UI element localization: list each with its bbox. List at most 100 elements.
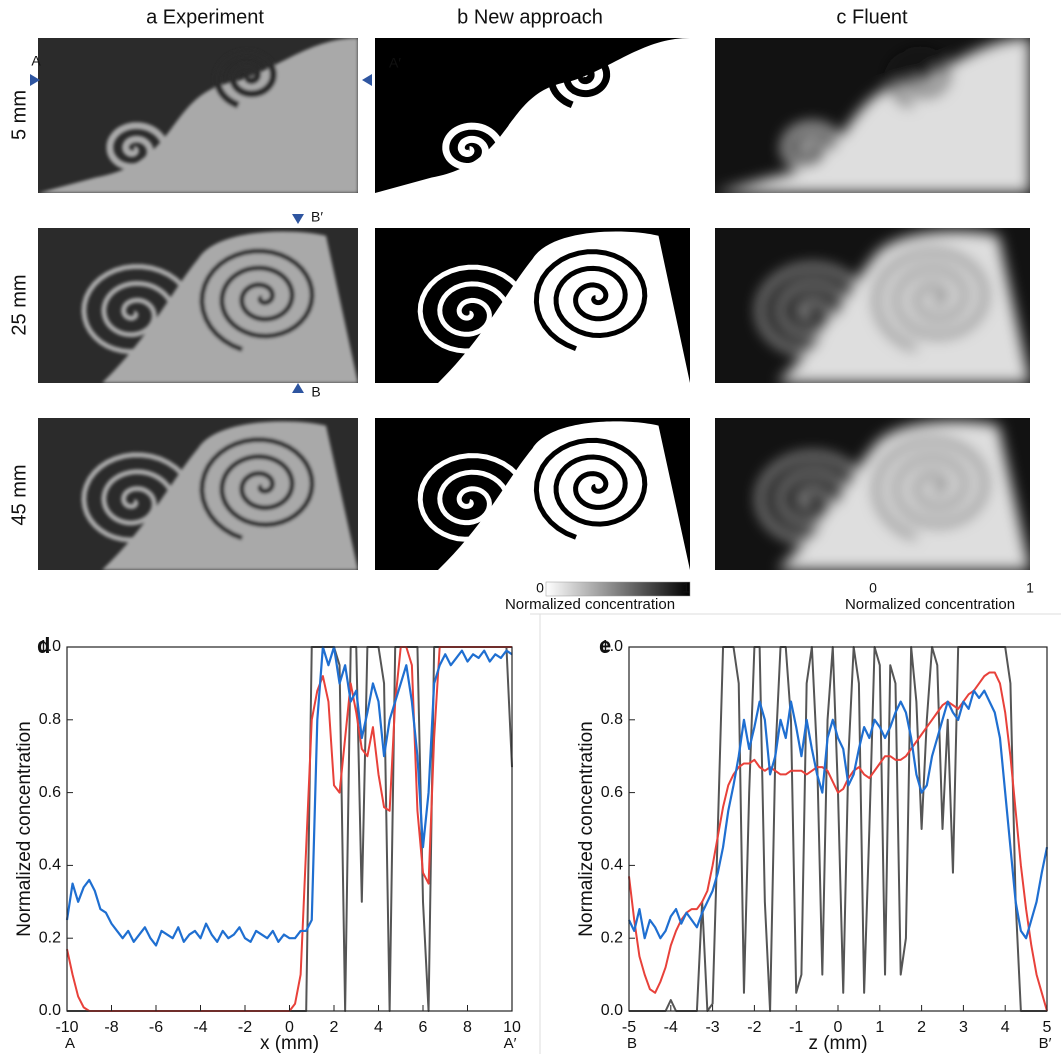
image-panel — [38, 418, 358, 570]
light-region — [778, 231, 1030, 383]
image-panel — [375, 418, 690, 570]
image-panel — [38, 228, 358, 383]
y-tick-label: 0.8 — [601, 711, 623, 728]
x-tick-label: 2 — [330, 1019, 339, 1036]
x-tick-label: -2 — [238, 1019, 252, 1036]
data-line — [628, 689, 1049, 940]
start-label: B — [627, 1035, 637, 1052]
data-line — [66, 646, 512, 1012]
vortex — [417, 453, 532, 555]
y-tick-label: 0.0 — [601, 1002, 623, 1019]
light-region — [778, 421, 1030, 570]
x-tick-label: 3 — [959, 1019, 968, 1036]
row-label: 25 mm — [8, 274, 30, 335]
panel-letter: e — [599, 633, 611, 658]
colorbar-max: 1 — [682, 580, 690, 596]
row-label: 5 mm — [8, 90, 30, 140]
y-tick-label: 1.0 — [39, 638, 61, 655]
y-tick-label: 1.0 — [601, 638, 623, 655]
data-line — [629, 646, 1047, 1012]
y-tick-label: 0.4 — [601, 857, 623, 874]
section-marker — [292, 383, 304, 393]
x-tick-label: -10 — [55, 1019, 78, 1036]
vortex — [81, 452, 197, 556]
data-line — [65, 645, 513, 947]
image-panel — [375, 38, 690, 193]
vortex — [442, 122, 505, 181]
x-tick-label: -8 — [104, 1019, 118, 1036]
marker-label: A′ — [389, 55, 401, 71]
image-panel — [715, 228, 1030, 383]
x-axis-label: z (mm) — [808, 1033, 867, 1054]
x-tick-label: 4 — [374, 1019, 383, 1036]
y-axis-label: Normalized concentration — [14, 721, 35, 936]
colorbar-min: 0 — [869, 580, 877, 596]
image-content — [417, 421, 690, 570]
image-content — [38, 38, 358, 193]
data-line — [628, 671, 1048, 1012]
image-content — [81, 421, 358, 570]
plot-frame — [66, 646, 513, 1012]
y-tick-label: 0.0 — [39, 1002, 61, 1019]
vortex — [533, 437, 648, 540]
x-tick-label: -1 — [789, 1019, 803, 1036]
light-region — [102, 231, 358, 383]
vortex — [199, 248, 315, 352]
y-axis-label: Normalized concentration — [576, 721, 597, 936]
light-region — [102, 421, 358, 570]
x-tick-label: -6 — [149, 1019, 163, 1036]
x-tick-label: -3 — [705, 1019, 719, 1036]
light-region — [438, 231, 690, 383]
light-region — [375, 38, 690, 193]
vortex — [757, 264, 872, 367]
vortex — [81, 264, 197, 368]
image-content — [417, 231, 690, 383]
section-marker — [362, 74, 372, 86]
section-marker — [30, 74, 40, 86]
start-label: A — [65, 1035, 75, 1052]
section-marker — [292, 214, 304, 224]
colorbar-label: Normalized concentration — [505, 596, 675, 613]
x-tick-label: 0 — [834, 1019, 843, 1036]
image-content — [375, 38, 690, 193]
x-tick-label: -2 — [747, 1019, 761, 1036]
x-tick-label: 4 — [1001, 1019, 1010, 1036]
marker-label: A — [31, 53, 41, 69]
colorbar — [545, 581, 691, 597]
column-title: b New approach — [457, 6, 603, 28]
x-axis-label: x (mm) — [260, 1033, 319, 1054]
image-panel — [715, 418, 1030, 570]
colorbar-min: 0 — [536, 580, 544, 596]
column-title: a Experiment — [146, 6, 264, 28]
end-label: B′ — [1039, 1035, 1052, 1052]
image-panel — [375, 228, 690, 383]
image-content — [715, 38, 1030, 193]
vortex — [533, 249, 648, 352]
row-label: 45 mm — [8, 464, 30, 525]
vortex — [417, 264, 532, 367]
x-tick-label: 6 — [419, 1019, 428, 1036]
image-content — [757, 421, 1030, 570]
vortex — [873, 437, 988, 540]
y-tick-label: 0.2 — [601, 929, 623, 946]
x-tick-label: -5 — [622, 1019, 636, 1036]
x-tick-label: 8 — [463, 1019, 472, 1036]
x-tick-label: 1 — [875, 1019, 884, 1036]
y-tick-label: 0.6 — [39, 784, 61, 801]
y-tick-label: 0.2 — [39, 929, 61, 946]
y-tick-label: 0.4 — [39, 857, 61, 874]
marker-label: B′ — [311, 209, 323, 225]
panel-letter: d — [37, 633, 50, 658]
image-panel — [38, 38, 358, 193]
vortex — [782, 122, 845, 181]
colorbar-max: 1 — [1026, 580, 1034, 596]
x-tick-label: 0 — [285, 1019, 294, 1036]
image-content — [81, 231, 358, 383]
x-tick-label: -4 — [193, 1019, 207, 1036]
vortex — [873, 249, 988, 352]
vortex — [547, 49, 611, 109]
vortex — [106, 122, 170, 182]
light-region — [438, 421, 690, 570]
colorbar-label: Normalized concentration — [845, 596, 1015, 613]
